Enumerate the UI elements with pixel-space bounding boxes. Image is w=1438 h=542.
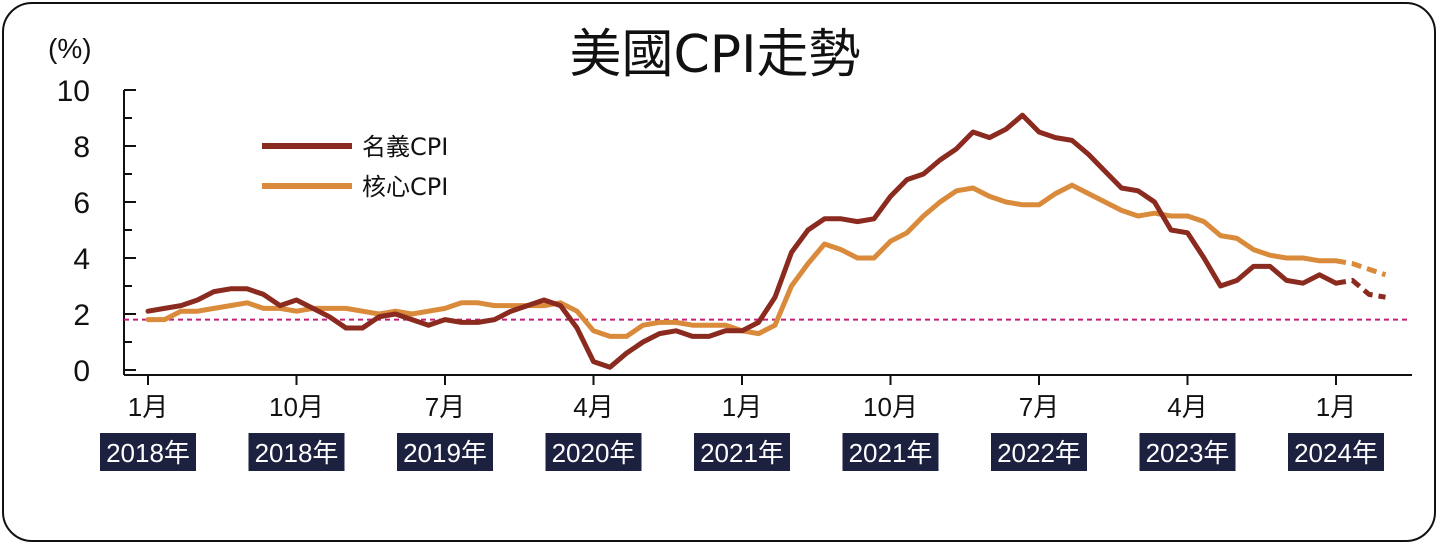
chart-title: 美國CPI走勢: [569, 25, 860, 85]
series-lines: [145, 112, 1387, 370]
series-line-0-projection: [1335, 277, 1386, 300]
x-tick-year-badge: [100, 433, 196, 471]
x-tick-month-label: 10月: [269, 392, 324, 422]
y-tick-label: 6: [73, 187, 90, 220]
y-tick-label: 0: [73, 355, 90, 388]
x-tick-year-badge: [991, 433, 1087, 471]
x-tick-month-label: 4月: [573, 392, 613, 422]
x-tick-month-label: 7月: [425, 392, 465, 422]
legend: 名義CPI 核心CPI: [262, 133, 448, 201]
x-tick-year-label: 2021年: [849, 438, 933, 468]
x-tick-month-label: 7月: [1019, 392, 1059, 422]
series-line-1-projection: [1335, 258, 1387, 278]
x-tick-year-badge: [694, 433, 790, 471]
x-tick-year-badge: [248, 433, 345, 471]
x-tick-year-badge: [842, 433, 939, 471]
y-tick-label: 2: [73, 299, 90, 332]
series-line-0: [145, 112, 1339, 370]
x-tick-year-label: 2019年: [403, 438, 487, 468]
y-axis-unit-label: (%): [48, 33, 92, 64]
y-tick-label: 10: [57, 75, 90, 108]
x-tick-year-badge: [397, 433, 493, 471]
x-tick-year-label: 2023年: [1146, 438, 1230, 468]
x-tick-year-badge: [1288, 433, 1384, 471]
y-tick-label: 4: [73, 243, 90, 276]
x-tick-month-label: 4月: [1167, 392, 1207, 422]
x-tick-year-label: 2021年: [700, 438, 784, 468]
x-tick-year-label: 2024年: [1294, 438, 1378, 468]
x-tick-year-label: 2020年: [552, 438, 636, 468]
x-tick-year-label: 2022年: [997, 438, 1081, 468]
x-tick-month-label: 10月: [863, 392, 918, 422]
x-tick-year-label: 2018年: [106, 438, 190, 468]
cpi-line-chart: 美國CPI走勢 (%) 0 2 4 6 8 10 1月 2018年 10月 2018年 7月 2019…: [48, 25, 1412, 471]
x-tick-month-label: 1月: [128, 392, 168, 422]
axis-ticks: 0 2 4 6 8 10 1月 2018年 10月 2018年 7月 2019年 4月 2020年 1月 20…: [57, 75, 1384, 471]
legend-label: 核心CPI: [362, 173, 448, 201]
x-tick-month-label: 1月: [722, 392, 762, 422]
legend-label: 名義CPI: [362, 133, 448, 161]
x-tick-year-badge: [1139, 433, 1236, 471]
x-tick-month-label: 1月: [1316, 392, 1356, 422]
x-tick-year-label: 2018年: [255, 438, 339, 468]
y-tick-label: 8: [73, 131, 90, 164]
axes: [123, 89, 1412, 385]
x-tick-year-badge: [545, 433, 642, 471]
